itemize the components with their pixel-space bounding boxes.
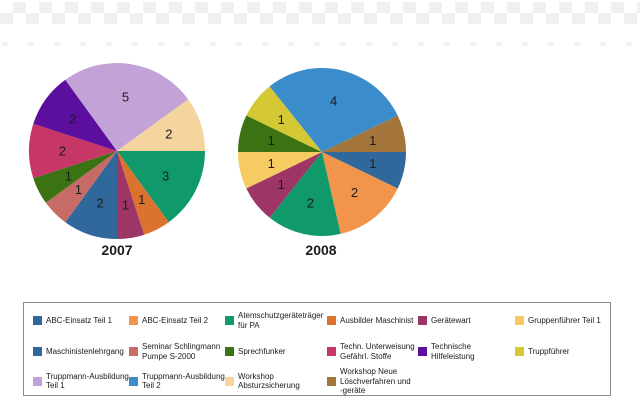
- legend-swatch: [327, 347, 336, 356]
- legend-item-label: Workshop Absturzsicherung: [238, 371, 300, 391]
- pie-slice: [322, 152, 406, 189]
- legend-item: Ausbilder Maschinist: [327, 305, 418, 336]
- pie-slice: [65, 62, 189, 152]
- legend-item: Truppmann-Ausbildung Teil 1: [33, 367, 129, 396]
- legend-item: Atemschutzgeräteträger für PA: [225, 305, 327, 336]
- slice-value-label: 1: [278, 177, 285, 192]
- slice-value-label: 4: [330, 94, 337, 109]
- pie-slice: [117, 151, 205, 223]
- legend-swatch: [129, 316, 138, 325]
- pie-slice: [269, 68, 398, 152]
- slice-value-label: 2: [307, 195, 314, 210]
- legend-swatch: [418, 347, 427, 356]
- legend-swatch: [225, 347, 234, 356]
- legend-swatch: [33, 376, 42, 386]
- legend-item: Gruppenführer Teil 1: [515, 305, 610, 336]
- legend-swatch: [129, 347, 138, 356]
- legend-swatch: [129, 376, 138, 386]
- legend-swatch: [327, 376, 336, 386]
- legend-item: Techn. Unterweisung Gefährl. Stoffe: [327, 336, 418, 367]
- legend-item-label: Gerätewart: [431, 315, 471, 325]
- pie-slice: [269, 152, 341, 236]
- legend-grid: ABC-Einsatz Teil 1 ABC-Einsatz Teil 2 Atem…: [24, 303, 610, 398]
- slice-value-label: 1: [369, 156, 376, 171]
- legend-swatch: [418, 316, 427, 325]
- slice-value-label: 1: [122, 197, 129, 212]
- chart-title-2007: 2007: [101, 242, 133, 258]
- legend-item: Seminar Schlingmann Pumpe S-2000: [129, 336, 225, 367]
- legend-swatch: [225, 376, 234, 386]
- pie-slice: [117, 99, 205, 151]
- legend-item: Technische Hilfeleistung: [418, 336, 515, 367]
- slice-value-label: 1: [278, 112, 285, 127]
- slice-value-label: 5: [122, 90, 129, 105]
- slice-value-label: 1: [138, 192, 145, 207]
- legend-item-label: Technische Hilfeleistung: [431, 342, 475, 361]
- legend-item: ABC-Einsatz Teil 1: [33, 305, 129, 336]
- slice-value-label: 3: [162, 168, 169, 183]
- slice-value-label: 2: [69, 111, 76, 126]
- slice-value-label: 1: [369, 133, 376, 148]
- legend-swatch: [515, 347, 524, 356]
- legend-item-label: Techn. Unterweisung Gefährl. Stoffe: [340, 342, 415, 361]
- legend-swatch: [515, 316, 524, 325]
- transparency-checker-band: [0, 2, 640, 24]
- legend-item: Workshop Absturzsicherung: [225, 367, 327, 396]
- legend-item-label: Seminar Schlingmann Pumpe S-2000: [142, 342, 221, 361]
- slice-value-label: 2: [165, 127, 172, 142]
- legend-swatch: [327, 316, 336, 325]
- legend-item-label: Ausbilder Maschinist: [340, 315, 414, 325]
- legend-item-label: Maschinistenlehrgang: [46, 346, 124, 356]
- legend-item-label: Gruppenführer Teil 1: [528, 315, 601, 325]
- legend-item-label: Truppmann-Ausbildung Teil 1: [46, 371, 129, 391]
- pie-slice: [238, 115, 322, 152]
- legend-item: Truppmann-Ausbildung Teil 2: [129, 367, 225, 396]
- pie-slice: [29, 123, 118, 179]
- legend-item-label: ABC-Einsatz Teil 2: [142, 315, 209, 325]
- pie-slice: [246, 86, 322, 152]
- pie-slice: [322, 152, 398, 234]
- legend-item-label: Atemschutzgeräteträger für PA: [238, 311, 324, 330]
- slice-value-label: 1: [268, 156, 275, 171]
- faint-dash-row: [2, 42, 640, 46]
- chart-title-2008: 2008: [305, 242, 337, 258]
- pie-slice: [33, 79, 118, 151]
- slice-value-label: 1: [75, 182, 82, 197]
- legend-item: Gerätewart: [418, 305, 515, 336]
- legend-swatch: [33, 347, 42, 356]
- legend-item: Truppführer: [515, 336, 610, 367]
- pie-slice: [33, 151, 118, 203]
- slice-value-label: 2: [351, 185, 358, 200]
- legend-item-label: Truppführer: [528, 346, 570, 356]
- legend-item: Sprechfunker: [225, 336, 327, 367]
- slice-value-label: 2: [59, 144, 66, 159]
- legend-item-label: ABC-Einsatz Teil 1: [46, 315, 113, 325]
- legend-item-label: Sprechfunker: [238, 346, 286, 356]
- pie-slice: [117, 151, 169, 235]
- legend-swatch: [33, 316, 42, 325]
- slice-value-label: 2: [96, 195, 103, 210]
- pie-slice: [322, 115, 406, 152]
- legend-item-label: Truppmann-Ausbildung Teil 2: [142, 371, 225, 391]
- pie-slice: [45, 151, 117, 223]
- legend-item-label: Workshop Neue Löschverfahren und -geräte: [340, 367, 411, 395]
- slice-value-label: 1: [268, 133, 275, 148]
- pie-slice: [238, 152, 322, 189]
- legend-item: Maschinistenlehrgang: [33, 336, 129, 367]
- slice-value-label: 1: [65, 168, 72, 183]
- legend-swatch: [225, 316, 234, 325]
- legend: ABC-Einsatz Teil 1 ABC-Einsatz Teil 2 Atem…: [23, 302, 611, 396]
- pie-slice: [117, 151, 145, 239]
- legend-item: Workshop Neue Löschverfahren und -geräte: [327, 367, 418, 396]
- legend-item: ABC-Einsatz Teil 2: [129, 305, 225, 336]
- pie-slice: [65, 151, 117, 239]
- pie-slice: [246, 152, 322, 218]
